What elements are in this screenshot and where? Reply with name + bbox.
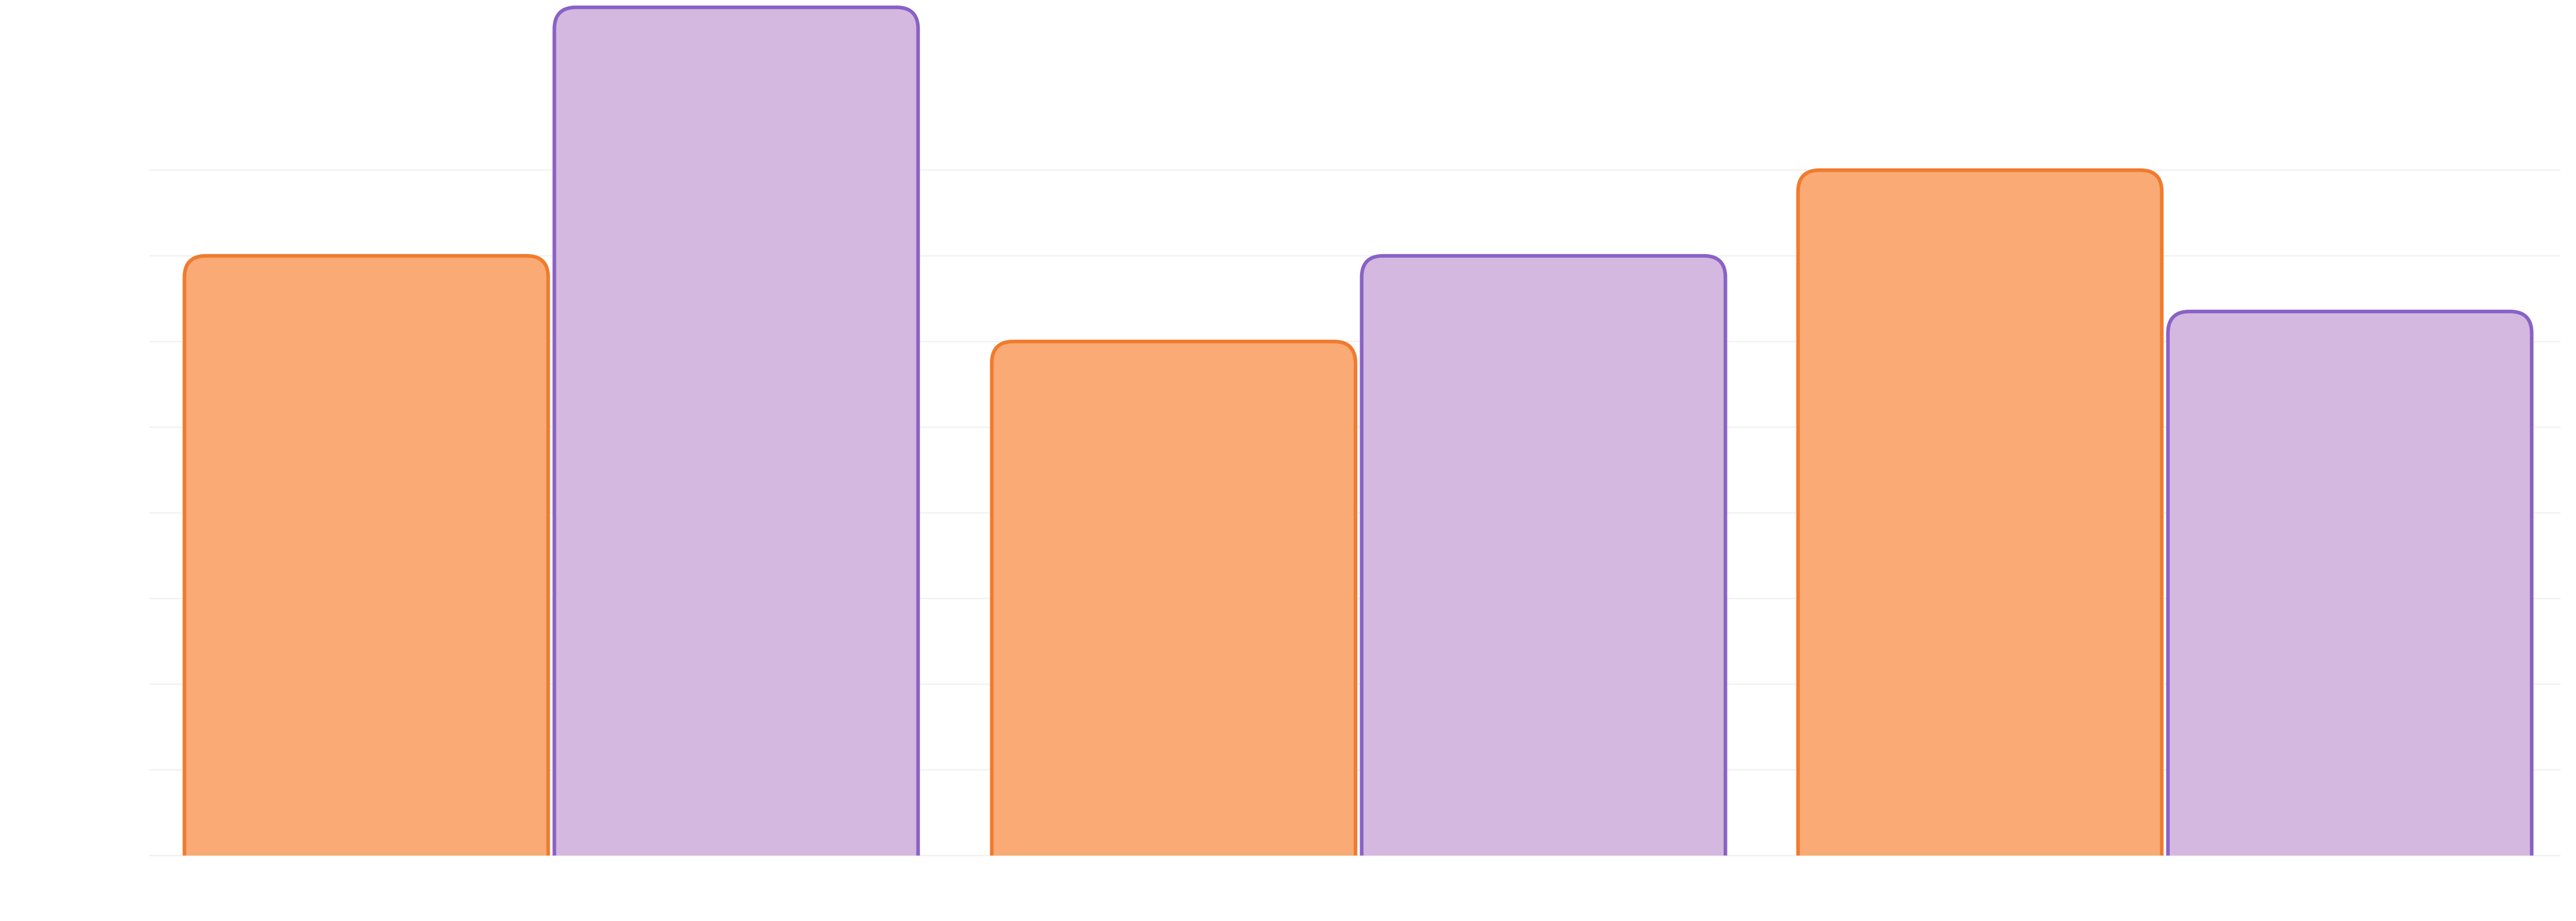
bar-series-1-group-3 — [1796, 168, 2164, 856]
bar-series-2-group-1 — [552, 5, 920, 856]
bar-series-1-group-1 — [182, 254, 550, 856]
bar-series-2-group-3 — [2166, 309, 2534, 856]
bar-series-2-group-2 — [1360, 254, 1727, 856]
bars — [182, 5, 2534, 856]
bar-series-1-group-2 — [990, 340, 1358, 856]
